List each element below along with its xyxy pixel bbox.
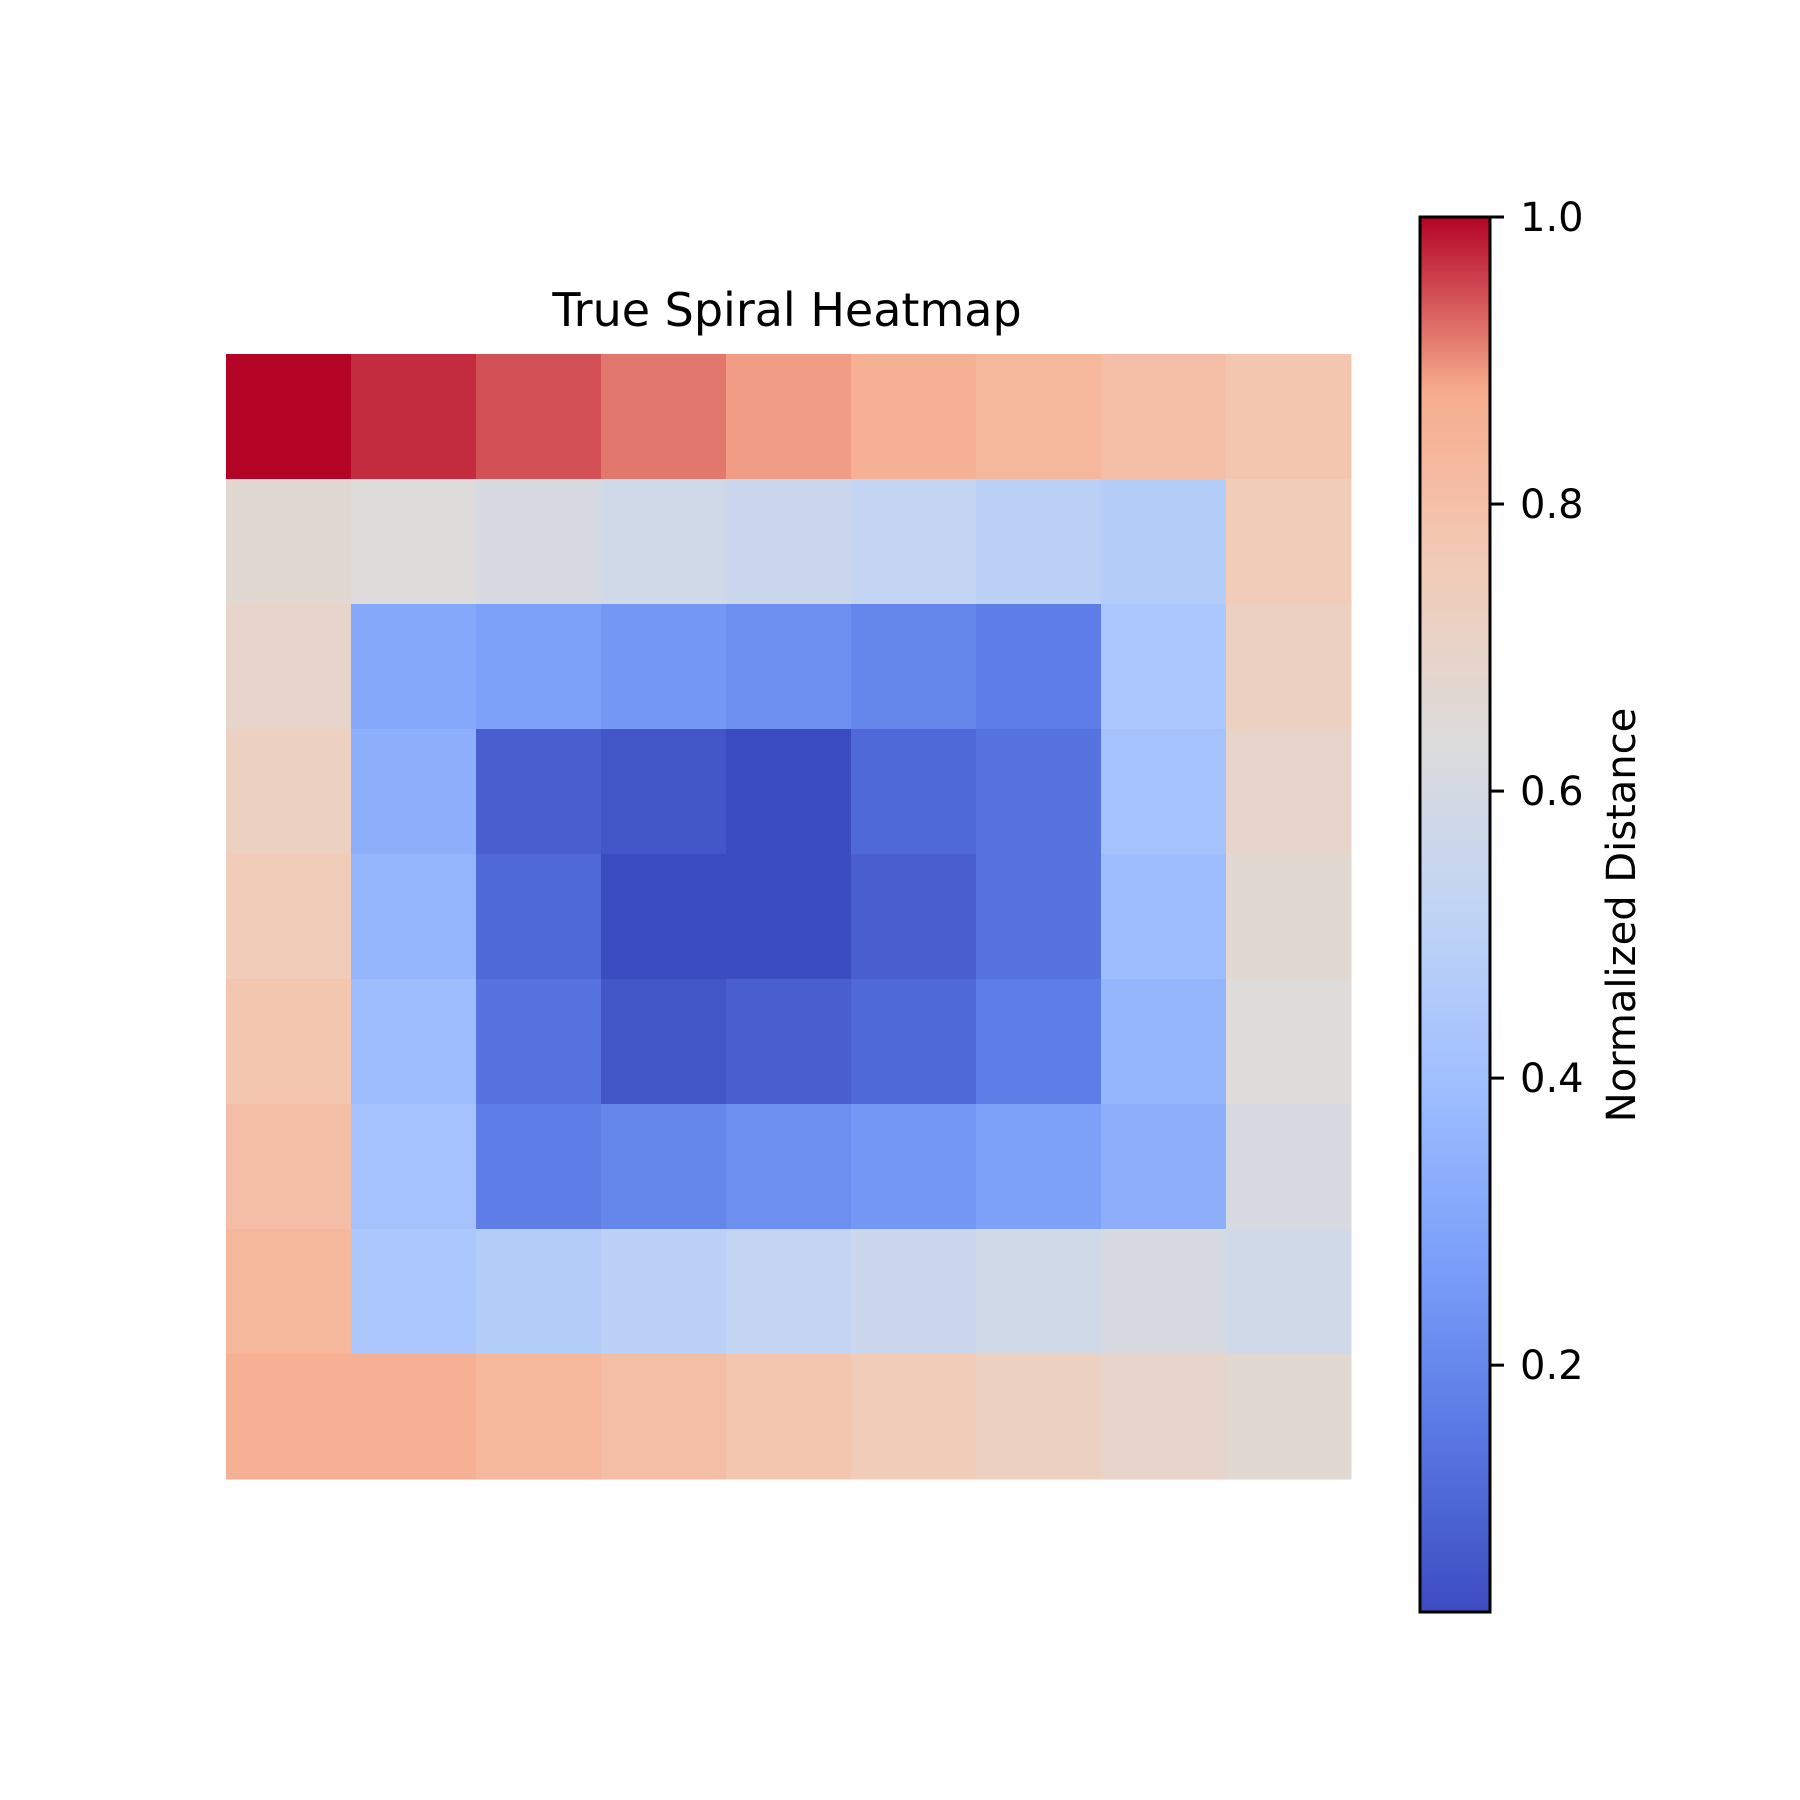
heatmap-cell-r0-c6 — [976, 354, 1102, 480]
heatmap-cell-r4-c2 — [476, 854, 602, 980]
heatmap-cell-r7-c1 — [351, 1229, 477, 1355]
colorbar-tick-label-3: 0.8 — [1520, 482, 1584, 528]
heatmap-cell-r3-c5 — [851, 729, 977, 855]
heatmap-cell-r7-c3 — [601, 1229, 727, 1355]
heatmap-cell-r2-c4 — [726, 604, 852, 730]
heatmap-cell-r6-c4 — [726, 1104, 852, 1230]
heatmap-cell-r1-c8 — [1226, 479, 1352, 605]
heatmap-cell-r5-c7 — [1101, 979, 1227, 1105]
heatmap-cell-r8-c7 — [1101, 1354, 1227, 1480]
heatmap-cell-r6-c6 — [976, 1104, 1102, 1230]
heatmap-cell-r2-c5 — [851, 604, 977, 730]
heatmap-cell-r1-c1 — [351, 479, 477, 605]
heatmap-cell-r4-c6 — [976, 854, 1102, 980]
chart-title: True Spiral Heatmap — [551, 283, 1021, 337]
heatmap-cell-r7-c5 — [851, 1229, 977, 1355]
colorbar-tick-label-1: 0.4 — [1520, 1056, 1584, 1102]
heatmap-cell-r7-c8 — [1226, 1229, 1352, 1355]
heatmap-cell-r2-c2 — [476, 604, 602, 730]
heatmap-cell-r4-c3 — [601, 854, 727, 980]
colorbar-tick-label-2: 0.6 — [1520, 769, 1584, 815]
heatmap-cell-r8-c6 — [976, 1354, 1102, 1480]
heatmap-cell-r5-c1 — [351, 979, 477, 1105]
heatmap-cell-r1-c0 — [226, 479, 352, 605]
heatmap-cell-r8-c2 — [476, 1354, 602, 1480]
heatmap-cell-r6-c0 — [226, 1104, 352, 1230]
heatmap-cell-r1-c7 — [1101, 479, 1227, 605]
heatmap-cell-r0-c8 — [1226, 354, 1352, 480]
heatmap-cell-r2-c6 — [976, 604, 1102, 730]
heatmap-cell-r1-c4 — [726, 479, 852, 605]
heatmap-cell-r3-c4 — [726, 729, 852, 855]
heatmap-cell-r3-c1 — [351, 729, 477, 855]
heatmap-cell-r6-c3 — [601, 1104, 727, 1230]
heatmap-cell-r5-c3 — [601, 979, 727, 1105]
heatmap-cell-r3-c2 — [476, 729, 602, 855]
heatmap-cell-r2-c0 — [226, 604, 352, 730]
heatmap-cell-r7-c2 — [476, 1229, 602, 1355]
colorbar-gradient — [1418, 215, 1492, 1614]
heatmap-grid — [226, 354, 1352, 1480]
heatmap-cell-r8-c0 — [226, 1354, 352, 1480]
heatmap-cell-r8-c8 — [1226, 1354, 1352, 1480]
heatmap-cell-r7-c6 — [976, 1229, 1102, 1355]
heatmap-cell-r4-c4 — [726, 854, 852, 980]
heatmap-cell-r0-c5 — [851, 354, 977, 480]
heatmap-cell-r0-c4 — [726, 354, 852, 480]
colorbar-label: Normalized Distance — [1599, 708, 1645, 1122]
heatmap-cell-r6-c8 — [1226, 1104, 1352, 1230]
colorbar-tick-label-4: 1.0 — [1520, 195, 1584, 241]
heatmap-cell-r6-c5 — [851, 1104, 977, 1230]
heatmap-cell-r0-c0 — [226, 354, 352, 480]
heatmap-cell-r4-c5 — [851, 854, 977, 980]
heatmap-cell-r5-c5 — [851, 979, 977, 1105]
heatmap-cell-r4-c8 — [1226, 854, 1352, 980]
heatmap-cell-r0-c2 — [476, 354, 602, 480]
colorbar-tick-label-0: 0.2 — [1520, 1343, 1584, 1389]
heatmap-cell-r6-c7 — [1101, 1104, 1227, 1230]
heatmap-cell-r7-c7 — [1101, 1229, 1227, 1355]
heatmap-cell-r1-c5 — [851, 479, 977, 605]
colorbar-ticks: 0.2 0.4 0.6 0.8 1.0 — [1490, 195, 1584, 1389]
heatmap-cell-r1-c6 — [976, 479, 1102, 605]
colorbar: 0.2 0.4 0.6 0.8 1.0 Normalized Distance — [1418, 195, 1645, 1614]
heatmap-cell-r3-c8 — [1226, 729, 1352, 855]
heatmap-cell-r8-c4 — [726, 1354, 852, 1480]
heatmap-cell-r5-c6 — [976, 979, 1102, 1105]
heatmap-cell-r8-c1 — [351, 1354, 477, 1480]
heatmap-cell-r4-c1 — [351, 854, 477, 980]
heatmap-cell-r3-c0 — [226, 729, 352, 855]
heatmap-cell-r5-c8 — [1226, 979, 1352, 1105]
heatmap-cell-r2-c3 — [601, 604, 727, 730]
heatmap-cell-r8-c5 — [851, 1354, 977, 1480]
heatmap-cell-r3-c3 — [601, 729, 727, 855]
heatmap-cell-r6-c1 — [351, 1104, 477, 1230]
heatmap-cell-r3-c6 — [976, 729, 1102, 855]
heatmap-cell-r7-c0 — [226, 1229, 352, 1355]
heatmap-cell-r5-c0 — [226, 979, 352, 1105]
heatmap-cell-r2-c7 — [1101, 604, 1227, 730]
heatmap-cell-r5-c2 — [476, 979, 602, 1105]
heatmap-cell-r7-c4 — [726, 1229, 852, 1355]
heatmap-cell-r3-c7 — [1101, 729, 1227, 855]
heatmap-cell-r1-c3 — [601, 479, 727, 605]
heatmap-cell-r6-c2 — [476, 1104, 602, 1230]
heatmap-cell-r4-c0 — [226, 854, 352, 980]
heatmap-cell-r0-c7 — [1101, 354, 1227, 480]
heatmap-cell-r1-c2 — [476, 479, 602, 605]
heatmap-cell-r5-c4 — [726, 979, 852, 1105]
heatmap-cell-r8-c3 — [601, 1354, 727, 1480]
heatmap-cell-r0-c3 — [601, 354, 727, 480]
heatmap-cell-r2-c8 — [1226, 604, 1352, 730]
heatmap-cell-r0-c1 — [351, 354, 477, 480]
heatmap-cell-r4-c7 — [1101, 854, 1227, 980]
heatmap-cell-r2-c1 — [351, 604, 477, 730]
